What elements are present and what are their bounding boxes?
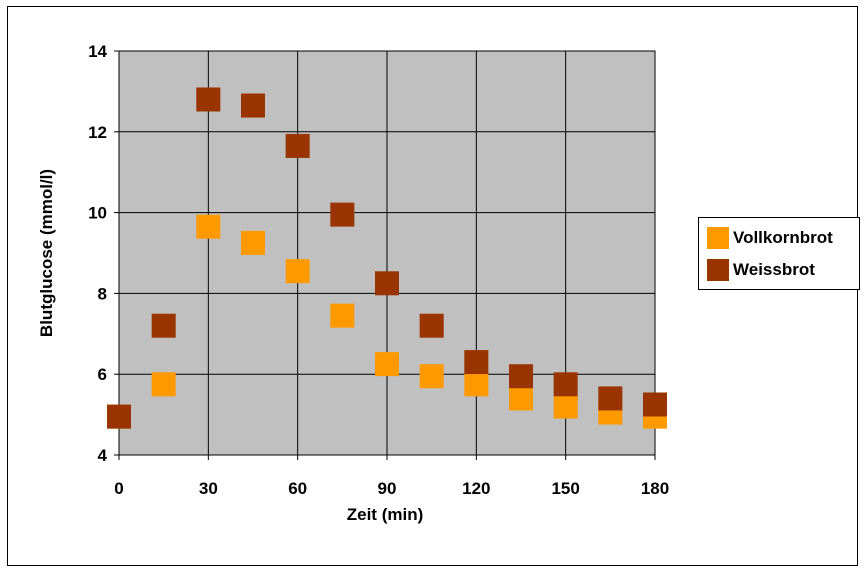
x-tick-label: 60 [288,479,307,498]
point-vollkornbrot [330,303,355,328]
point-weissbrot [553,372,578,397]
x-tick-label: 120 [462,479,490,498]
point-weissbrot [643,392,667,417]
point-weissbrot [330,202,355,227]
point-vollkornbrot [196,214,221,239]
x-tick-label: 180 [641,479,669,498]
point-weissbrot [151,313,176,338]
x-tick-label: 150 [551,479,579,498]
point-vollkornbrot [285,259,310,284]
point-vollkornbrot [553,394,578,419]
x-tick-label: 0 [114,479,123,498]
data-points [107,87,667,429]
point-weissbrot [285,133,310,158]
point-vollkornbrot [241,230,265,255]
y-tick-label: 4 [98,446,108,465]
legend-item-vollkornbrot: Vollkornbrot [707,227,833,249]
y-tick-label: 14 [88,42,107,61]
x-tick-label: 30 [199,479,218,498]
point-vollkornbrot [375,352,399,377]
legend-item-weissbrot: Weissbrot [707,259,815,281]
y-axis-label: Blutglucose (mmol/l) [37,169,56,337]
legend-label-vollkornbrot: Vollkornbrot [733,228,833,247]
y-tick-label: 12 [88,123,107,142]
point-vollkornbrot [151,372,176,397]
point-weissbrot [464,350,489,375]
x-tick-label: 90 [378,479,397,498]
point-weissbrot [598,386,623,411]
point-weissbrot [509,364,533,389]
legend: Vollkornbrot Weissbrot [698,217,860,290]
x-axis-label: Zeit (min) [347,505,424,524]
y-tick-label: 8 [98,284,107,303]
point-weissbrot [107,404,131,429]
point-vollkornbrot [419,364,444,389]
point-weissbrot [196,87,221,112]
point-vollkornbrot [464,372,489,397]
y-tick-label: 6 [98,365,107,384]
y-tick-label: 10 [88,204,107,223]
legend-label-weissbrot: Weissbrot [733,260,815,279]
axis-ticks: 4 6 8 10 12 14 0 30 60 90 120 150 180 [88,42,669,498]
point-weissbrot [241,93,265,118]
legend-swatch-vollkornbrot [707,227,729,249]
point-weissbrot [375,271,399,296]
point-vollkornbrot [509,386,533,411]
point-weissbrot [419,313,444,338]
legend-swatch-weissbrot [707,259,729,281]
